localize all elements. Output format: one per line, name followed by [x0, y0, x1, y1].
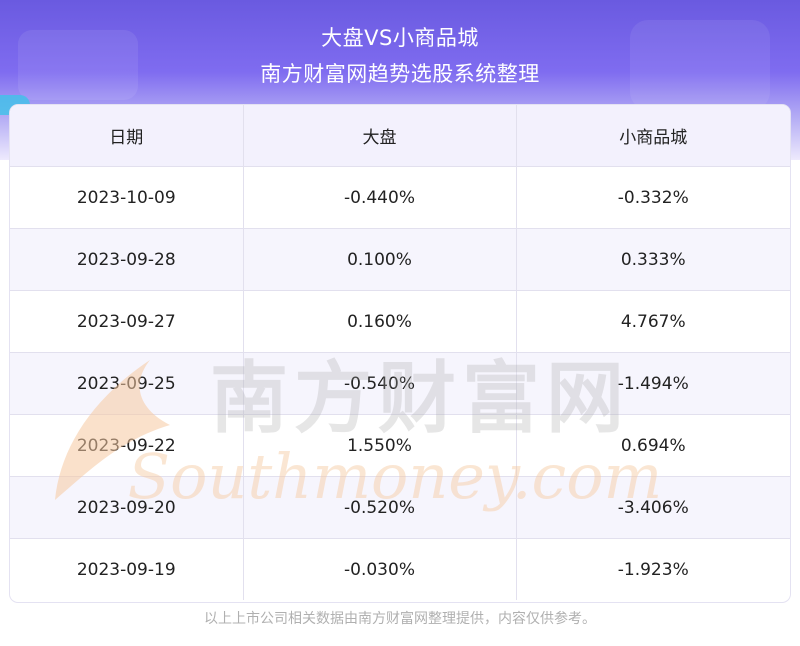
table-row: 2023-09-28 0.100% 0.333%: [10, 228, 790, 291]
date-cell: 2023-09-27: [10, 290, 244, 353]
table-row: 2023-09-20 -0.520% -3.406%: [10, 476, 790, 539]
date-cell: 2023-09-25: [10, 352, 244, 415]
date-cell: 2023-09-20: [10, 476, 244, 539]
table-row: 2023-09-25 -0.540% -1.494%: [10, 352, 790, 415]
date-cell: 2023-09-19: [10, 538, 244, 600]
page-title: 大盘VS小商品城: [321, 26, 479, 50]
data-table-card: 日期 大盘 小商品城 2023-10-09 -0.440% -0.332% 20…: [10, 105, 790, 602]
date-cell: 2023-10-09: [10, 166, 244, 229]
table-row: 2023-09-19 -0.030% -1.923%: [10, 538, 790, 600]
stock-change-cell: -1.923%: [617, 559, 689, 580]
column-header-stock: 小商品城: [516, 105, 790, 167]
market-change-cell: 0.160%: [243, 290, 517, 353]
market-change-cell: 0.100%: [243, 228, 517, 291]
stock-change-cell: -1.494%: [516, 352, 790, 415]
stock-change-cell: 0.333%: [516, 228, 790, 291]
market-change-cell: -0.540%: [243, 352, 517, 415]
table-row: 2023-09-22 1.550% 0.694%: [10, 414, 790, 477]
header-decoration: [18, 30, 138, 100]
comparison-table: 日期 大盘 小商品城 2023-10-09 -0.440% -0.332% 20…: [10, 105, 790, 600]
stock-change-cell: -0.332%: [516, 166, 790, 229]
header-decoration: [630, 20, 770, 110]
page-subtitle: 南方财富网趋势选股系统整理: [260, 62, 540, 86]
market-change-cell: 1.550%: [243, 414, 517, 477]
date-cell: 2023-09-28: [10, 228, 244, 291]
market-change-cell: -0.440%: [243, 166, 517, 229]
table-header-row: 日期 大盘 小商品城: [10, 105, 790, 167]
stock-change-cell: -3.406%: [516, 476, 790, 539]
footer-disclaimer: 以上上市公司相关数据由南方财富网整理提供，内容仅供参考。: [204, 611, 596, 627]
table-row: 2023-09-27 0.160% 4.767%: [10, 290, 790, 353]
date-cell: 2023-09-22: [10, 414, 244, 477]
column-header-date: 日期: [10, 105, 244, 167]
market-change-cell: -0.520%: [243, 476, 517, 539]
market-change-cell: -0.030%: [243, 538, 517, 600]
table-row: 2023-10-09 -0.440% -0.332%: [10, 166, 790, 229]
column-header-market: 大盘: [243, 105, 517, 167]
stock-change-cell: 0.694%: [516, 414, 790, 477]
stock-change-cell: 4.767%: [516, 290, 790, 353]
